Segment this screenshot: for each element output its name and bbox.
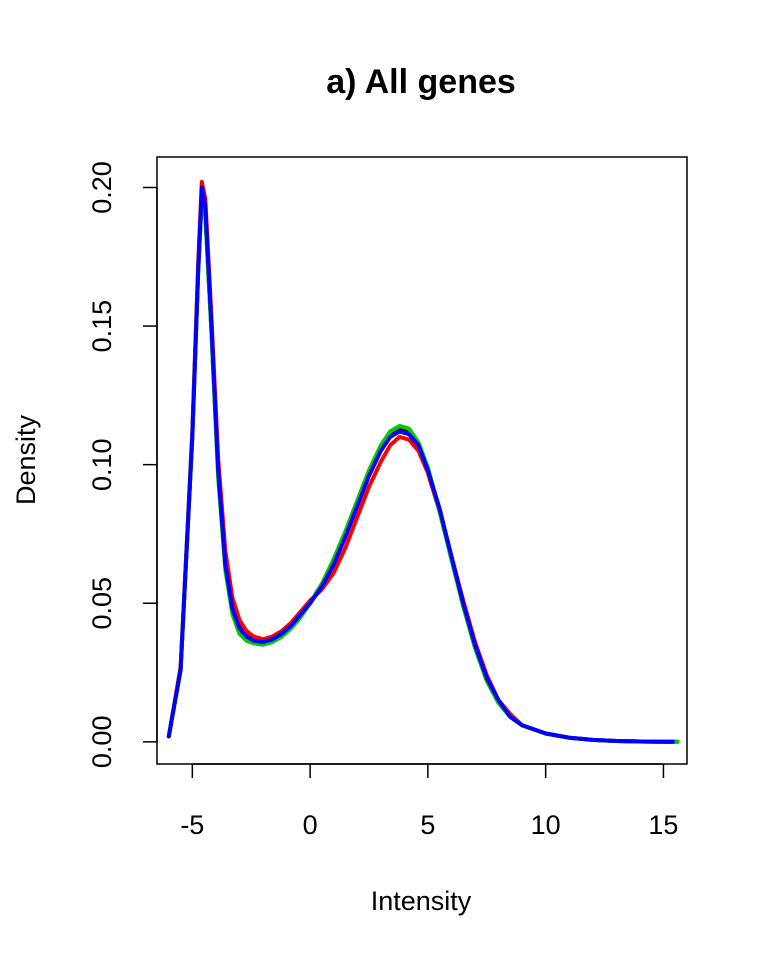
x-tick-label: 10 [531, 810, 561, 840]
chart-title: a) All genes [326, 63, 516, 101]
series-line-2 [166, 179, 675, 744]
x-axis: -5 0 5 10 15 [180, 763, 678, 840]
y-tick-label: 0.20 [87, 161, 117, 214]
series-line-1 [166, 196, 680, 744]
x-tick-label: -5 [180, 810, 204, 840]
y-axis: 0.00 0.05 0.10 0.15 0.20 [87, 161, 158, 769]
y-tick-label: 0.10 [87, 438, 117, 491]
x-tick-label: 0 [303, 810, 318, 840]
series-layer [166, 179, 680, 744]
x-tick-label: 15 [648, 810, 678, 840]
y-axis-label: Density [11, 414, 41, 505]
series-line-4 [166, 185, 675, 744]
x-axis-label: Intensity [371, 886, 472, 916]
y-tick-label: 0.05 [87, 577, 117, 630]
x-tick-label: 5 [420, 810, 435, 840]
y-tick-label: 0.15 [87, 300, 117, 353]
y-tick-label: 0.00 [87, 716, 117, 769]
series-line-3 [166, 193, 680, 744]
